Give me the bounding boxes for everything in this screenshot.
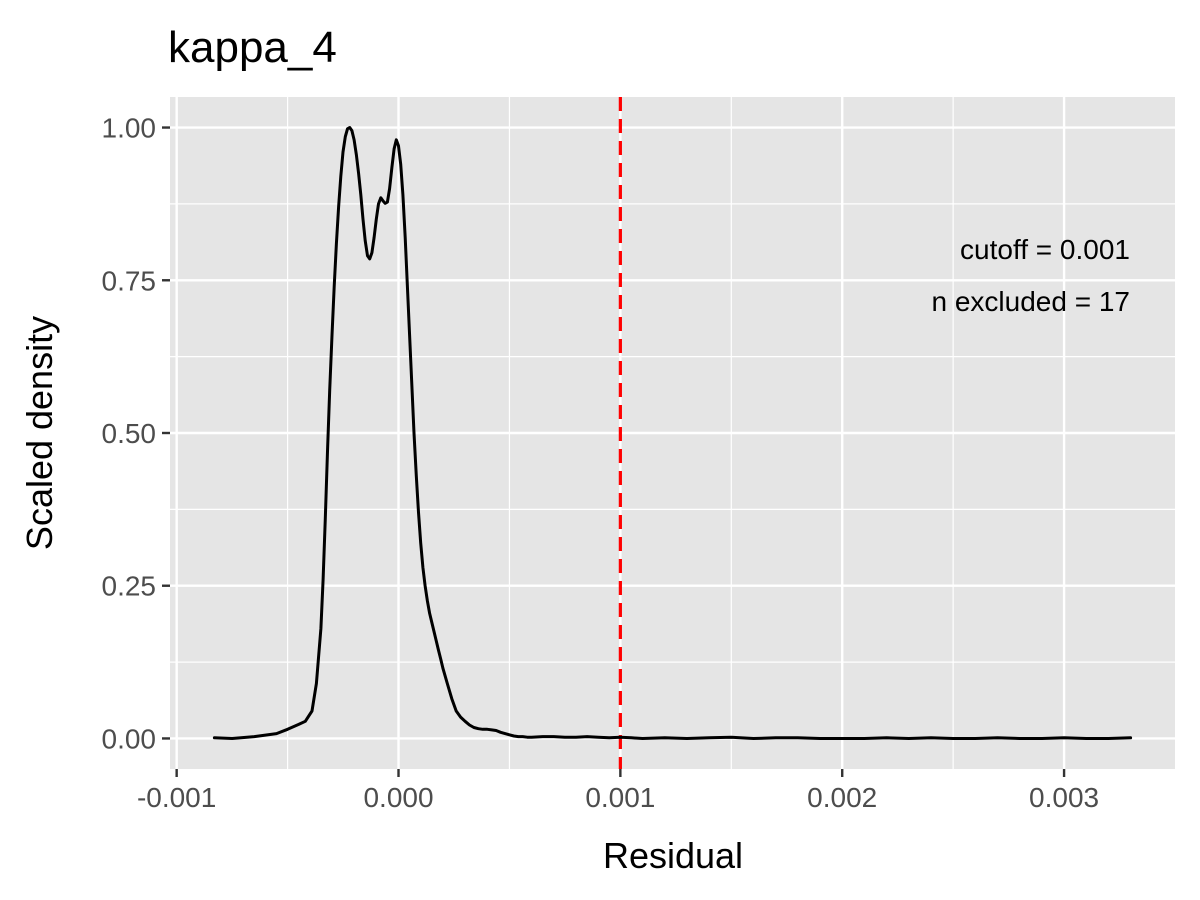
y-tick-label: 0.25 [102, 571, 157, 602]
excluded-count-annotation: n excluded = 17 [932, 286, 1131, 317]
y-tick-label: 1.00 [102, 113, 157, 144]
y-axis: 0.00 0.25 0.50 0.75 1.00 [102, 113, 171, 755]
y-tick-label: 0.00 [102, 723, 157, 754]
y-axis-title: Scaled density [19, 316, 60, 550]
y-tick-label: 0.50 [102, 418, 157, 449]
x-axis: -0.001 0.000 0.001 0.002 0.003 [137, 769, 1099, 813]
x-tick-label: 0.000 [363, 782, 433, 813]
y-tick-label: 0.75 [102, 265, 157, 296]
x-tick-label: 0.001 [585, 782, 655, 813]
chart-title: kappa_4 [168, 23, 337, 72]
x-tick-label: -0.001 [137, 782, 216, 813]
x-tick-label: 0.002 [807, 782, 877, 813]
x-tick-label: 0.003 [1029, 782, 1099, 813]
cutoff-annotation: cutoff = 0.001 [960, 234, 1130, 265]
x-axis-title: Residual [603, 835, 743, 876]
